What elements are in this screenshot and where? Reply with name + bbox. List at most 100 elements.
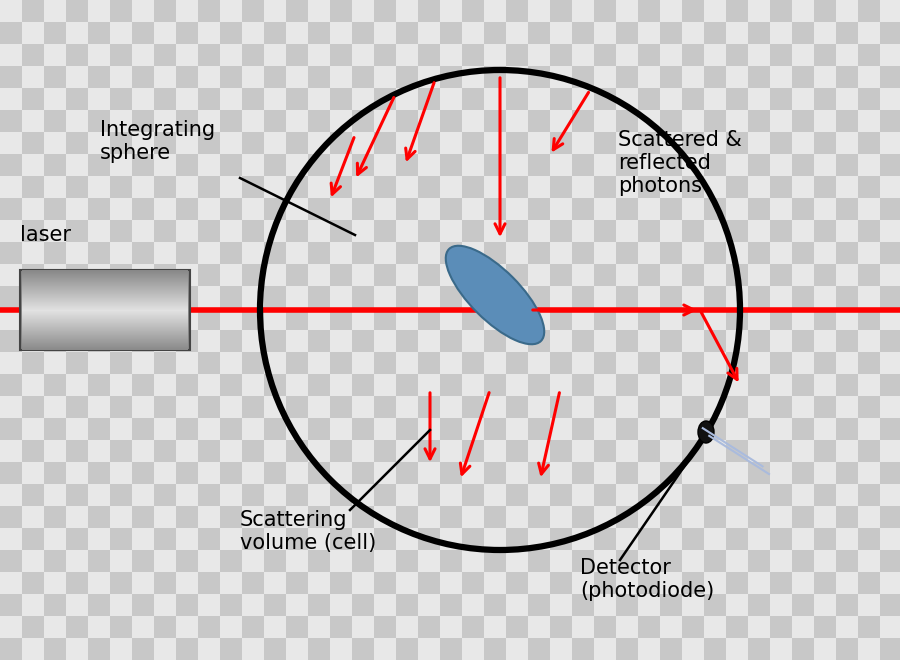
Bar	[528, 462, 550, 484]
Bar	[682, 638, 704, 660]
Bar	[88, 528, 110, 550]
Bar	[22, 300, 188, 301]
Bar	[66, 176, 88, 198]
Bar	[308, 220, 330, 242]
Bar	[638, 396, 660, 418]
Bar	[22, 88, 44, 110]
Bar	[814, 550, 836, 572]
Bar	[242, 88, 264, 110]
Bar	[418, 44, 440, 66]
Bar	[242, 352, 264, 374]
Bar	[594, 88, 616, 110]
Bar	[176, 0, 198, 22]
Bar	[528, 176, 550, 198]
Bar	[616, 594, 638, 616]
Bar	[704, 132, 726, 154]
Bar	[374, 506, 396, 528]
Bar	[110, 88, 132, 110]
Bar	[22, 334, 188, 335]
Bar	[682, 440, 704, 462]
Bar	[616, 242, 638, 264]
Bar	[0, 308, 22, 330]
Bar	[198, 594, 220, 616]
Bar	[22, 346, 188, 347]
Bar	[792, 594, 814, 616]
Bar	[638, 506, 660, 528]
Bar	[22, 303, 188, 304]
Bar	[132, 484, 154, 506]
Bar	[330, 44, 352, 66]
Bar	[418, 330, 440, 352]
Bar	[330, 330, 352, 352]
Bar	[594, 22, 616, 44]
Bar	[286, 44, 308, 66]
Bar	[374, 374, 396, 396]
Bar	[704, 616, 726, 638]
Bar	[726, 396, 748, 418]
Bar	[704, 88, 726, 110]
Bar	[638, 88, 660, 110]
Bar	[462, 132, 484, 154]
Bar	[88, 0, 110, 22]
Bar	[374, 242, 396, 264]
Bar	[154, 418, 176, 440]
Bar	[880, 462, 900, 484]
Bar	[352, 264, 374, 286]
Bar	[814, 198, 836, 220]
Bar	[484, 66, 506, 88]
Bar	[66, 506, 88, 528]
Bar	[814, 88, 836, 110]
Bar	[110, 220, 132, 242]
Bar	[528, 132, 550, 154]
Bar	[506, 308, 528, 330]
Bar	[396, 440, 418, 462]
Bar	[880, 440, 900, 462]
Bar	[374, 638, 396, 660]
Bar	[66, 0, 88, 22]
Bar	[572, 396, 594, 418]
Bar	[44, 550, 66, 572]
Bar	[198, 264, 220, 286]
Bar	[550, 616, 572, 638]
Bar	[528, 638, 550, 660]
Bar	[726, 110, 748, 132]
Bar	[88, 132, 110, 154]
Bar	[264, 44, 286, 66]
Bar	[110, 44, 132, 66]
Bar	[748, 440, 770, 462]
Bar	[22, 311, 188, 312]
Bar	[0, 528, 22, 550]
Bar	[638, 462, 660, 484]
Bar	[352, 616, 374, 638]
Bar	[176, 88, 198, 110]
Bar	[22, 273, 188, 274]
Bar	[176, 638, 198, 660]
Bar	[550, 0, 572, 22]
Bar	[462, 198, 484, 220]
Bar	[572, 22, 594, 44]
Bar	[506, 616, 528, 638]
Bar	[110, 242, 132, 264]
Bar	[264, 572, 286, 594]
Bar	[880, 242, 900, 264]
Bar	[154, 66, 176, 88]
Bar	[616, 132, 638, 154]
Bar	[220, 528, 242, 550]
Bar	[242, 22, 264, 44]
Bar	[22, 347, 188, 348]
Bar	[440, 550, 462, 572]
Bar	[484, 594, 506, 616]
Bar	[550, 550, 572, 572]
Bar	[462, 308, 484, 330]
Bar	[528, 66, 550, 88]
Bar	[374, 154, 396, 176]
Bar	[616, 22, 638, 44]
Bar	[770, 88, 792, 110]
Bar	[638, 330, 660, 352]
Bar	[770, 132, 792, 154]
Bar	[374, 594, 396, 616]
Bar	[22, 324, 188, 325]
Bar	[770, 308, 792, 330]
Bar	[440, 264, 462, 286]
Bar	[792, 352, 814, 374]
